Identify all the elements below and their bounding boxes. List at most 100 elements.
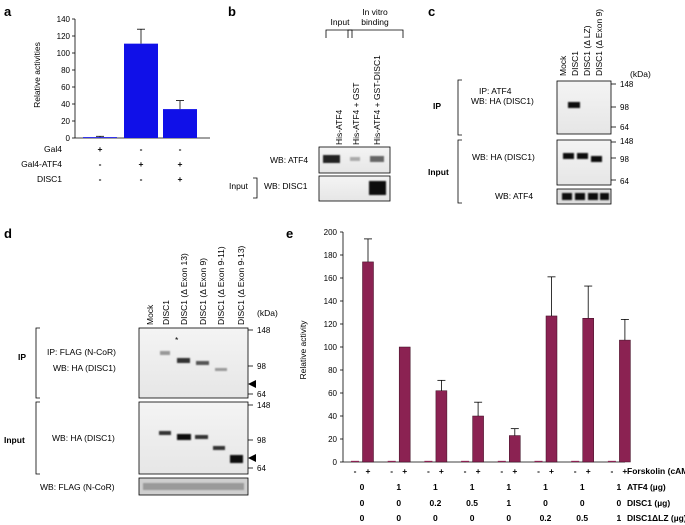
panel-a-row-sign: - xyxy=(99,159,102,169)
panel-e-row-cell: 0 xyxy=(433,513,438,523)
panel-d-arrowhead-icon xyxy=(248,454,256,462)
panel-e-bar-minus xyxy=(387,460,396,462)
panel-e-bar-plus xyxy=(362,261,374,463)
panel-d-band xyxy=(215,368,227,371)
panel-a-row-label: Gal4-ATF4 xyxy=(21,159,62,169)
panel-a-row-sign: + xyxy=(139,159,144,169)
panel-a-bar xyxy=(163,109,197,138)
panel-a-ytick-label: 140 xyxy=(57,15,71,24)
panel-c-band xyxy=(591,156,602,162)
panel-d-input-text: WB: HA (DISC1) xyxy=(52,433,115,443)
panel-e-ylabel: Relative activity xyxy=(298,320,308,380)
panel-e-ytick-label: 60 xyxy=(328,389,337,398)
panel-e-ytick-label: 200 xyxy=(324,228,338,237)
panel-c-band xyxy=(563,153,574,159)
panel-e-row-sign: + xyxy=(512,466,517,476)
panel-c-band xyxy=(562,193,572,200)
panel-b-header-input: Input xyxy=(331,17,351,27)
panel-a-bar xyxy=(83,137,117,138)
panel-e-row-sign: - xyxy=(574,466,577,476)
panel-d-band xyxy=(177,434,191,440)
panel-d-arrowhead-icon xyxy=(248,380,256,388)
panel-d-blot-input xyxy=(138,401,249,475)
panel-d-ip-label: IP xyxy=(18,352,26,362)
panel-e-row-cell: 0.2 xyxy=(429,498,441,508)
panel-b-header-binding-1: In vitro xyxy=(362,7,388,17)
panel-b-header-binding-2: binding xyxy=(361,17,389,27)
panel-e-bar-minus xyxy=(461,460,470,462)
panel-e-letter: e xyxy=(286,226,293,241)
panel-a-ytick-label: 80 xyxy=(61,66,70,75)
panel-c-ip-text-1: IP: ATF4 xyxy=(479,86,512,96)
panel-b: Input In vitro binding His-ATF4 His-ATF4… xyxy=(229,7,404,202)
panel-d-lane-5: DISC1 (Δ Exon 9-11) xyxy=(216,246,226,325)
panel-e-row-sign: - xyxy=(354,466,357,476)
panel-e-bar-plus xyxy=(545,315,558,463)
panel-b-lane-1: His-ATF4 xyxy=(334,109,344,145)
panel-e-bar-plus xyxy=(398,346,411,463)
panel-e-row-sign: + xyxy=(402,466,407,476)
panel-e-row-sign: + xyxy=(622,466,627,476)
panel-d-flag-text: WB: FLAG (N-CoR) xyxy=(40,482,115,492)
panel-c-input-text: WB: HA (DISC1) xyxy=(472,152,535,162)
panel-c-input-label: Input xyxy=(428,167,449,177)
panel-c-input-bracket xyxy=(457,139,462,204)
panel-d-input-bracket xyxy=(35,401,40,475)
panel-d-lane-3: DISC1 (Δ Exon 13) xyxy=(179,253,189,325)
panel-e-row-cell: 0.5 xyxy=(466,498,478,508)
panel-e-row-cell: 0 xyxy=(580,498,585,508)
panel-b-input-side: Input xyxy=(229,181,249,191)
panel-a-bar xyxy=(124,43,158,138)
panel-a-row-sign: - xyxy=(140,144,143,154)
panel-e-bar-minus xyxy=(351,460,359,462)
panel-d-kda: (kDa) xyxy=(257,308,278,318)
panel-a-ytick-label: 60 xyxy=(61,83,70,92)
panel-e-ytick-label: 100 xyxy=(324,343,338,352)
panel-e-row-cell: 0 xyxy=(360,498,365,508)
panel-e-ytick-label: 140 xyxy=(324,297,338,306)
panel-e-row-sign: - xyxy=(500,466,503,476)
panel-b-wb-disc1: WB: DISC1 xyxy=(264,181,308,191)
panel-c-blot-ip xyxy=(556,80,612,135)
panel-e-row-cell: 1 xyxy=(470,482,475,492)
panel-d-lane-6: DISC1 (Δ Exon 9-13) xyxy=(236,245,246,325)
panel-e-row-sign: - xyxy=(537,466,540,476)
panel-c-marker-ip-148: 148 xyxy=(620,80,634,89)
panel-e-bar-plus xyxy=(435,390,448,463)
panel-c-band xyxy=(568,102,580,108)
panel-e-row-label: DISC1 (µg) xyxy=(627,498,670,508)
panel-c-band xyxy=(588,193,598,200)
panel-e-row-cell: 0 xyxy=(360,482,365,492)
panel-c-blot-input xyxy=(556,139,612,186)
panel-c-kda: (kDa) xyxy=(630,69,651,79)
panel-c-marker-input-98: 98 xyxy=(620,155,629,164)
panel-e-row-cell: 1 xyxy=(617,513,622,523)
panel-b-binding-bracket xyxy=(347,29,404,38)
panel-b-input-side-bracket xyxy=(253,177,258,199)
panel-e-row-sign: - xyxy=(427,466,430,476)
panel-c-ip-label: IP xyxy=(433,101,441,111)
panel-b-lane-2: His-ATF4 + GST xyxy=(351,83,361,145)
panel-e-row-cell: 0.5 xyxy=(576,513,588,523)
panel-a-row-sign: + xyxy=(98,144,103,154)
panel-e-bar-plus xyxy=(619,339,631,463)
panel-a-row-label: Gal4 xyxy=(44,144,62,154)
panel-e-bar-minus xyxy=(424,460,433,462)
panel-e-row-sign: + xyxy=(586,466,591,476)
panel-e-row-cell: 0 xyxy=(470,513,475,523)
panel-d-ip-bracket xyxy=(35,327,40,399)
panel-d-ip-text-2: WB: HA (DISC1) xyxy=(53,363,116,373)
panel-c-band xyxy=(575,193,585,200)
panel-d-marker-ip-98: 98 xyxy=(257,362,266,371)
panel-e-bar-minus xyxy=(497,460,506,462)
panel-b-wb-atf4: WB: ATF4 xyxy=(270,155,308,165)
panel-c-lane-3: DISC1 (Δ LZ) xyxy=(582,25,592,76)
panel-d-band xyxy=(177,358,190,363)
panel-a-ylabel: Relative activities xyxy=(32,42,42,108)
panel-e-ytick-label: 0 xyxy=(333,458,338,467)
panel-c-atf4-text: WB: ATF4 xyxy=(495,191,533,201)
panel-d-band xyxy=(213,446,225,450)
panel-a-row-sign: + xyxy=(178,174,183,184)
panel-d-input-label: Input xyxy=(4,435,25,445)
